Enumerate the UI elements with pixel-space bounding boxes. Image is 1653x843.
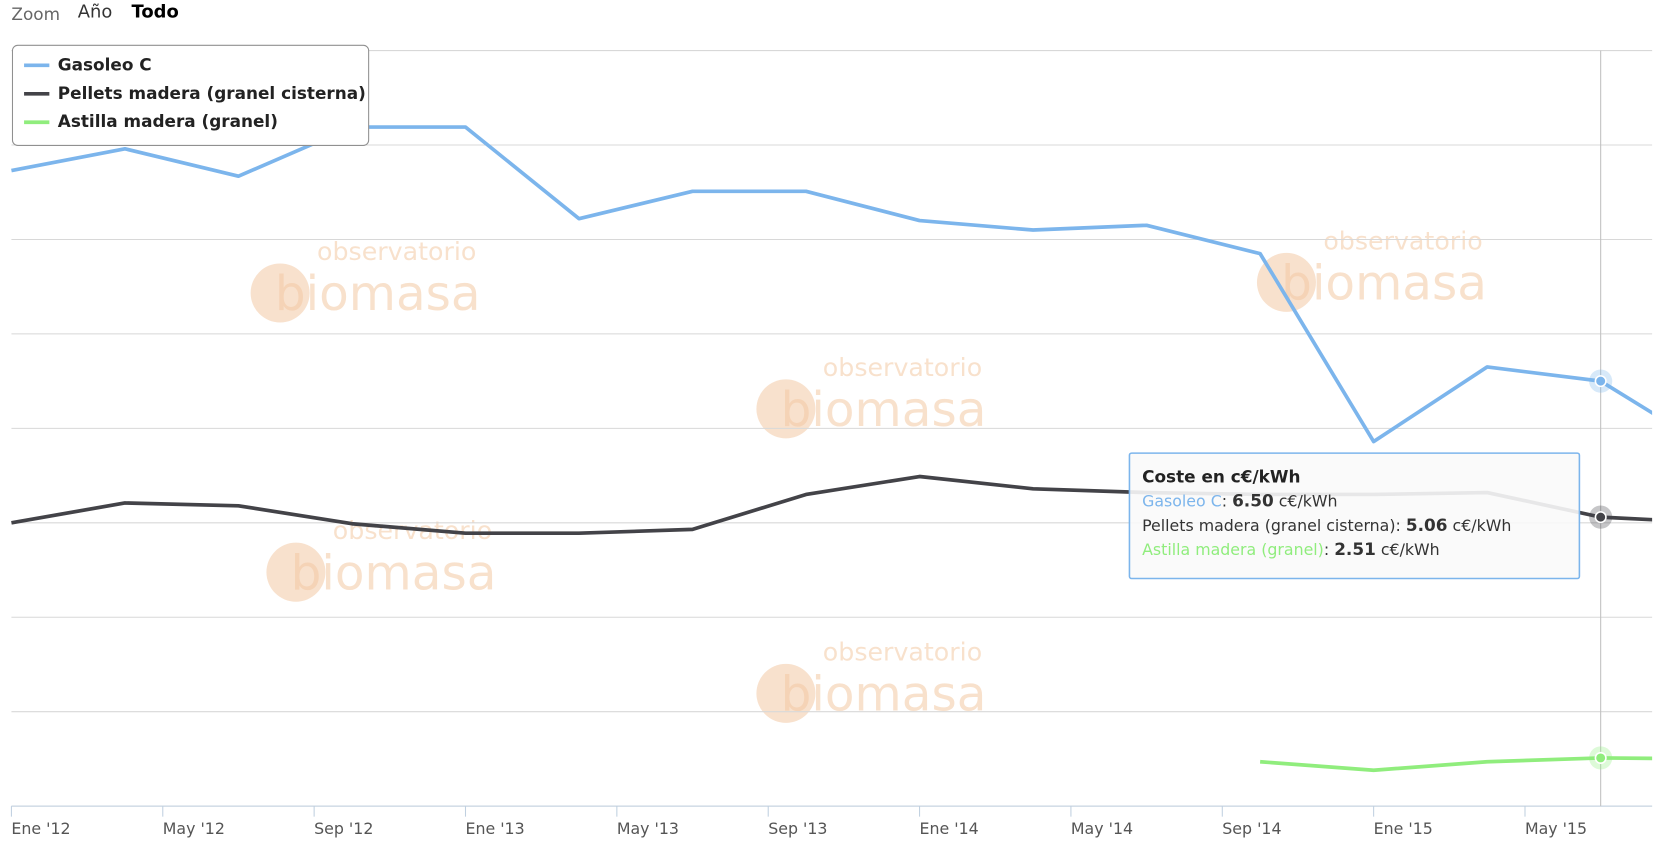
watermark-text: observatorio (333, 516, 492, 545)
tooltip-sep: : (1396, 515, 1406, 534)
legend-label[interactable]: Astilla madera (granel) (58, 111, 278, 131)
watermark-logo (756, 663, 816, 723)
watermark-text: observatorio (823, 353, 982, 382)
watermark-logo (756, 379, 816, 439)
watermark-text: biomasa (291, 545, 497, 601)
x-tick-label: Ene '13 (465, 819, 524, 838)
watermark-logo (266, 542, 326, 602)
range-label: Zoom (11, 4, 60, 24)
watermark-text: biomasa (781, 382, 987, 438)
legend: Gasoleo C Pellets madera (granel cisterna… (11, 44, 370, 146)
series-line (11, 125, 1653, 444)
hover-marker (1594, 511, 1607, 524)
tooltip-part: 2.51 (1334, 539, 1376, 559)
tooltip-box (1128, 452, 1581, 580)
watermark-text: biomasa (275, 266, 481, 322)
tooltip-title: Coste en c€/kWh (1142, 466, 1300, 486)
tooltip-part: c€/kWh (1279, 491, 1338, 510)
watermark-text: observatorio (823, 637, 982, 666)
tooltip-part: 5.06 (1406, 515, 1448, 535)
watermark-text: biomasa (781, 667, 987, 723)
legend-box (11, 44, 370, 146)
hover-marker (1594, 751, 1607, 765)
x-tick-label: Ene '15 (1374, 819, 1433, 838)
x-tick-label: May '14 (1071, 819, 1133, 838)
grid: Ene '12 May '12 Sep '12 Ene '13 May '13 Sep '… (10, 50, 1653, 838)
tooltip-sep: : (1324, 540, 1334, 559)
x-tick-label: Ene '14 (920, 819, 979, 838)
tooltip-row: Gasoleo C: 6.50 c€/kWh (1142, 491, 1337, 511)
tooltip-part: Gasoleo C (1142, 491, 1222, 510)
x-tick-label: May '15 (1525, 819, 1587, 838)
series-line (1259, 756, 1653, 773)
x-tick-label: Sep '12 (314, 819, 373, 838)
tooltip-sep: : (1222, 491, 1232, 510)
tooltip-row: Astilla madera (granel): 2.51 c€/kWh (1142, 539, 1440, 559)
x-tick-label: Sep '13 (768, 819, 827, 838)
watermark-text: biomasa (1281, 256, 1487, 312)
tooltip-part: Pellets madera (granel cisterna) (1142, 515, 1395, 534)
range-button[interactable]: Todo (132, 2, 179, 23)
tooltip-part: 6.50 (1232, 491, 1274, 511)
x-tick-label: Ene '12 (11, 819, 70, 838)
watermark-logo (250, 263, 310, 323)
x-tick-label: Sep '14 (1222, 819, 1281, 838)
tooltip-part: c€/kWh (1381, 540, 1440, 559)
x-tick-label: May '13 (617, 819, 679, 838)
legend-label[interactable]: Gasoleo C (58, 54, 152, 74)
watermark-logo (1256, 252, 1316, 312)
watermark-text: observatorio (1323, 226, 1482, 255)
watermark-text: observatorio (317, 237, 476, 266)
tooltip-part: c€/kWh (1453, 515, 1512, 534)
x-tick-label: May '12 (163, 819, 225, 838)
tooltip-part: Astilla madera (granel) (1142, 540, 1324, 559)
watermarks: observatoriobiomasaobservatoriobiomasaob… (250, 226, 1487, 723)
legend-label[interactable]: Pellets madera (granel cisterna) (58, 83, 366, 103)
tooltip-row: Pellets madera (granel cisterna): 5.06 c… (1142, 515, 1511, 535)
hover-marker (1594, 375, 1607, 388)
range-button[interactable]: Año (78, 2, 113, 23)
